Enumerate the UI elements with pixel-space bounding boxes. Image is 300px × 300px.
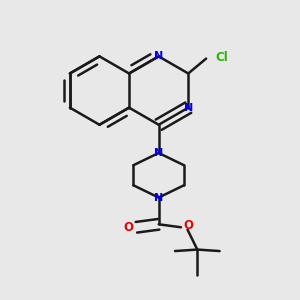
Text: N: N (184, 103, 193, 112)
Text: N: N (154, 193, 163, 202)
Text: O: O (123, 221, 133, 234)
Text: O: O (183, 219, 194, 232)
Text: N: N (154, 51, 163, 62)
Text: Cl: Cl (215, 51, 228, 64)
Text: N: N (154, 148, 163, 158)
